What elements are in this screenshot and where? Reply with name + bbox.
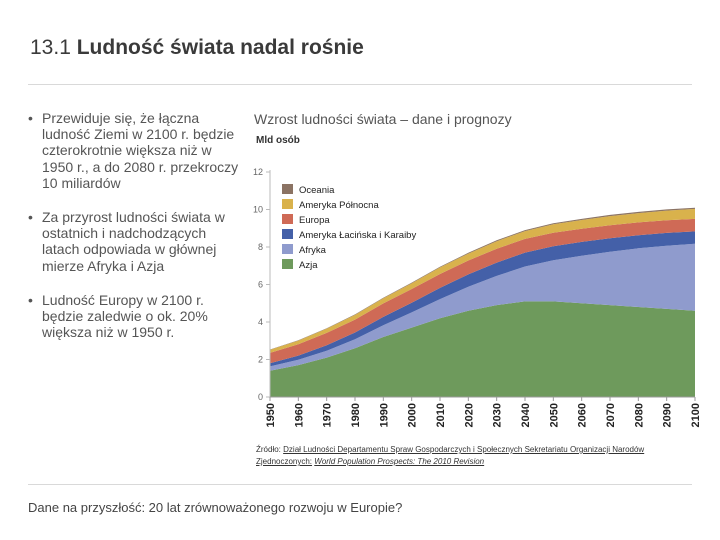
area-series-afryka — [270, 243, 695, 371]
x-tick-label: 1990 — [378, 403, 390, 427]
chart-heading: Wzrost ludności świata – dane i prognozy — [254, 111, 512, 127]
area-series-europa — [270, 218, 695, 364]
y-tick-label: 8 — [258, 242, 263, 252]
y-tick-label: 12 — [253, 167, 263, 177]
y-tick-label: 4 — [258, 317, 263, 327]
x-tick-label: 2050 — [548, 403, 560, 427]
legend-label: Azja — [299, 260, 318, 271]
area-series-ameryka-lacinska-i-karaiby — [270, 231, 695, 367]
y-tick-label: 0 — [258, 392, 263, 402]
source-publication[interactable]: World Population Prospects: The 2010 Rev… — [314, 457, 485, 466]
y-tick-label: 10 — [253, 205, 263, 215]
source-link[interactable]: Dział Ludności Departamentu Spraw Gospod… — [256, 445, 645, 466]
bullet-text: Ludność Europy w 2100 r. będzie zaledwie… — [42, 291, 208, 341]
legend-label: Ameryka Łacińska i Karaiby — [299, 230, 416, 241]
slide-title-text: Ludność świata nadal rośnie — [76, 36, 364, 59]
x-tick-label: 2000 — [407, 403, 419, 427]
legend-label: Oceania — [299, 185, 335, 196]
x-tick-label: 1970 — [322, 403, 334, 427]
y-tick-label: 6 — [258, 280, 263, 290]
bullet-text: Za przyrost ludności świata w ostatnich … — [42, 209, 225, 274]
bullet-symbol: • — [28, 110, 33, 126]
x-tick-label: 2100 — [690, 403, 702, 427]
x-tick-label: 2030 — [492, 403, 504, 427]
y-unit-label: Mld osób — [256, 135, 300, 146]
x-tick-label: 2080 — [633, 403, 645, 427]
legend-swatch — [282, 259, 293, 269]
x-tick-label: 2060 — [577, 403, 589, 427]
legend-swatch — [282, 199, 293, 209]
footer-divider — [28, 484, 692, 485]
bullet-list: • Przewiduje się, że łączna ludność Ziem… — [28, 110, 246, 358]
bullet-text: Przewiduje się, że łączna ludność Ziemi … — [42, 110, 239, 191]
legend-label: Afryka — [299, 245, 327, 256]
slide-title-number: 13.1 — [30, 36, 71, 59]
bullet-symbol: • — [28, 291, 33, 308]
legend-swatch — [282, 214, 293, 224]
bullet-symbol: • — [28, 209, 33, 226]
x-tick-label: 1980 — [350, 403, 362, 427]
bullet-item: • Przewiduje się, że łączna ludność Ziem… — [28, 110, 246, 191]
x-tick-label: 2020 — [463, 403, 475, 427]
bullet-item: • Ludność Europy w 2100 r. będzie zaledw… — [28, 292, 246, 341]
x-tick-label: 1960 — [293, 403, 305, 427]
title-divider — [28, 84, 692, 85]
legend-label: Europa — [299, 215, 330, 226]
legend-swatch — [282, 184, 293, 194]
source-note: Źródło: Dział Ludności Departamentu Spra… — [256, 444, 676, 468]
legend-swatch — [282, 229, 293, 239]
legend-label: Ameryka Północna — [299, 200, 379, 211]
legend-swatch — [282, 244, 293, 254]
area-series-azja — [270, 301, 695, 397]
x-tick-label: 2090 — [662, 403, 674, 427]
x-tick-label: 2010 — [435, 403, 447, 427]
x-tick-label: 2070 — [605, 403, 617, 427]
bullet-item: • Za przyrost ludności świata w ostatnic… — [28, 209, 246, 274]
x-tick-label: 2040 — [520, 403, 532, 427]
x-tick-label: 1950 — [265, 403, 277, 427]
y-tick-label: 2 — [258, 355, 263, 365]
slide-title: 13.1 Ludność świata nadal rośnie — [30, 36, 364, 60]
area-series-ameryka-polnocna — [270, 208, 695, 353]
source-label: Źródło: — [256, 445, 281, 454]
footer-text: Dane na przyszłość: 20 lat zrównoważoneg… — [28, 500, 403, 515]
